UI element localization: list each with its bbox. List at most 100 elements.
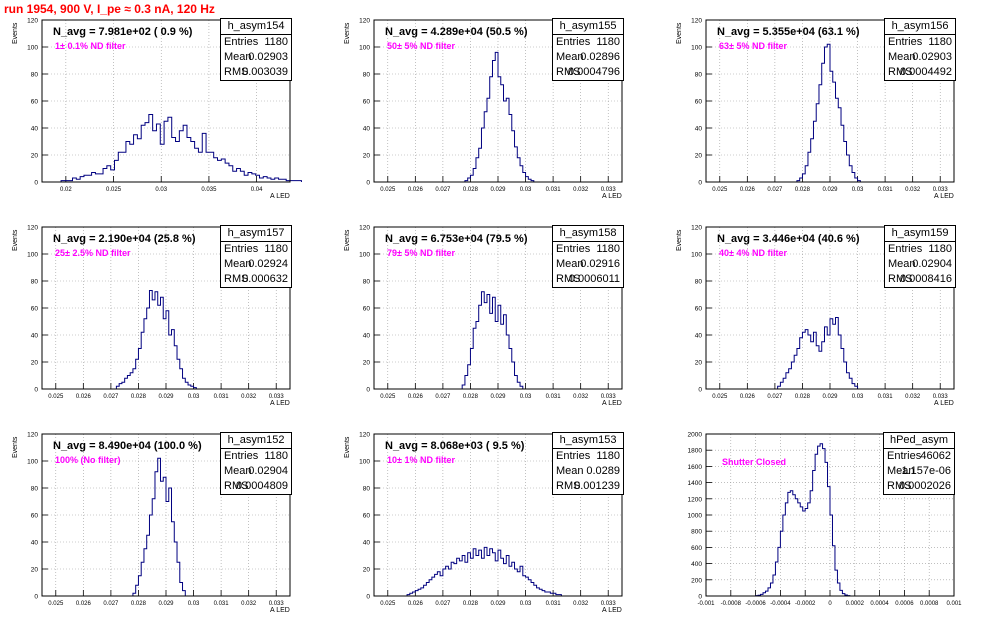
y-tick-label: 60 (695, 306, 703, 313)
y-tick-label: 100 (27, 459, 38, 466)
stats-mean-key: Mean (224, 465, 252, 477)
filter-label: 63± 5% ND filter (719, 41, 787, 51)
y-tick-label: 100 (359, 252, 370, 259)
x-tick-label: -0.0002 (795, 601, 816, 607)
x-tick-label: 0.026 (76, 601, 92, 607)
stats-rms-key: RMS (556, 66, 581, 78)
stats-title: h_asym153 (553, 433, 623, 449)
stats-title: hPed_asym (884, 433, 954, 449)
y-tick-label: 0 (698, 180, 702, 187)
x-tick-label: 0.028 (463, 394, 479, 400)
y-tick-label: 80 (31, 279, 39, 286)
navg-label: N_avg = 8.490e+04 (100.0 %) (53, 440, 202, 452)
stats-mean-key: Mean (556, 51, 584, 63)
x-tick-label: 0.031 (878, 394, 894, 400)
y-tick-label: 1000 (688, 513, 703, 520)
y-tick-label: 80 (31, 486, 39, 493)
x-tick-label: 0.028 (463, 601, 479, 607)
y-tick-label: 20 (695, 153, 703, 160)
x-tick-label: 0.02 (60, 187, 72, 193)
x-tick-label: 0.032 (905, 394, 921, 400)
stats-entries-key: Entries (224, 36, 259, 48)
y-tick-label: 100 (359, 45, 370, 52)
stats-entries-key: Entries (888, 36, 923, 48)
filter-label: 10± 1% ND filter (387, 455, 455, 465)
x-tick-label: 0.028 (131, 601, 147, 607)
y-tick-label: 80 (363, 72, 371, 79)
x-tick-label: 0.029 (158, 601, 174, 607)
x-tick-label: 0.027 (435, 187, 451, 193)
stats-rms-value: 0.0008416 (900, 273, 952, 285)
x-axis-label: A LED (934, 400, 954, 407)
stats-box: h_asym156 Entries 1180 Mean 0.02903 RMS 0.0004… (884, 18, 956, 81)
histogram-series (796, 43, 861, 182)
y-tick-label: 0 (34, 180, 38, 187)
stats-mean-value: 0.02903 (248, 51, 288, 63)
x-tick-label: 0.03 (852, 394, 864, 400)
x-tick-label: 0.027 (103, 394, 119, 400)
x-tick-label: 0.031 (546, 187, 562, 193)
stats-rms: RMS 0.000632 (221, 272, 291, 287)
y-tick-label: 80 (695, 72, 703, 79)
histogram-plot: 0 20 40 60 80 100 120 0.02 0.025 0.03 0.035 0.04 (27, 18, 302, 193)
stats-entries: Entries 1180 (885, 35, 955, 50)
histogram-series (755, 443, 851, 597)
histogram-panel-h_asym152: 0 20 40 60 80 100 120 0.025 0.026 0.027 0.028 0.029… (0, 426, 332, 633)
stats-mean: Mean 0.02904 (885, 257, 955, 272)
y-axis-label: Events (344, 436, 351, 458)
plot-frame (41, 226, 291, 390)
y-tick-label: 1400 (688, 480, 703, 487)
y-tick-label: 40 (31, 333, 39, 340)
stats-title: h_asym158 (553, 226, 623, 242)
stats-mean-key: Mean (887, 465, 915, 477)
stats-mean: Mean 0.02904 (221, 464, 291, 479)
stats-mean-key: Mean (224, 51, 252, 63)
stats-rms-value: 0.0006011 (568, 273, 620, 285)
stats-entries: Entries 1180 (885, 242, 955, 257)
stats-entries-value: 46062 (920, 450, 951, 462)
histogram-series (461, 291, 524, 389)
x-tick-label: 0.025 (380, 394, 396, 400)
filter-label: 25± 2.5% ND filter (55, 248, 131, 258)
stats-entries-value: 1180 (928, 36, 952, 48)
x-tick-label: 0.025 (106, 187, 122, 193)
y-axis-label: Events (344, 229, 351, 251)
stats-mean-key: Mean (888, 51, 916, 63)
x-axis-label: A LED (270, 400, 290, 407)
y-axis-label: Events (676, 229, 683, 251)
navg-label: N_avg = 3.446e+04 (40.6 %) (717, 233, 860, 245)
plot-frame (41, 19, 291, 183)
x-tick-label: 0.029 (822, 394, 838, 400)
stats-rms-key: RMS (224, 480, 249, 492)
y-axis-label: Events (12, 436, 19, 458)
stats-mean: Mean 0.02903 (221, 50, 291, 65)
y-tick-label: 120 (691, 225, 702, 232)
navg-label: N_avg = 7.981e+02 ( 0.9 %) (53, 26, 193, 38)
x-tick-label: 0 (828, 601, 832, 607)
stats-entries-value: 1180 (264, 450, 288, 462)
x-tick-label: 0.031 (878, 187, 894, 193)
y-tick-label: 400 (691, 561, 702, 568)
x-tick-label: 0.025 (712, 187, 728, 193)
histogram-series (60, 114, 302, 182)
histogram-series (777, 316, 859, 389)
page-title: run 1954, 900 V, I_pe ≈ 0.3 nA, 120 Hz (4, 2, 215, 16)
x-tick-label: 0.03 (852, 187, 864, 193)
x-tick-label: 0.025 (380, 601, 396, 607)
y-tick-label: 40 (31, 540, 39, 547)
y-tick-label: 0 (698, 387, 702, 394)
histogram-plot: 0 200 400 600 800 1000 1200 1400 1600 1800 2000 -0.… (688, 432, 963, 608)
stats-entries: Entries 1180 (221, 449, 291, 464)
y-tick-label: 120 (359, 432, 370, 439)
stats-mean-value: 0.02903 (912, 51, 952, 63)
y-tick-label: 60 (363, 513, 371, 520)
x-tick-label: 0.029 (158, 394, 174, 400)
stats-entries-key: Entries (887, 450, 922, 462)
stats-entries-key: Entries (224, 450, 259, 462)
histogram-series (406, 546, 562, 596)
x-tick-label: -0.0006 (745, 601, 766, 607)
x-tick-label: 0.029 (490, 601, 506, 607)
stats-entries-key: Entries (888, 243, 923, 255)
y-tick-label: 1800 (688, 448, 703, 455)
histogram-panel-h_asym158: 0 20 40 60 80 100 120 0.025 0.026 0.027 0.028 0.029… (332, 219, 664, 426)
